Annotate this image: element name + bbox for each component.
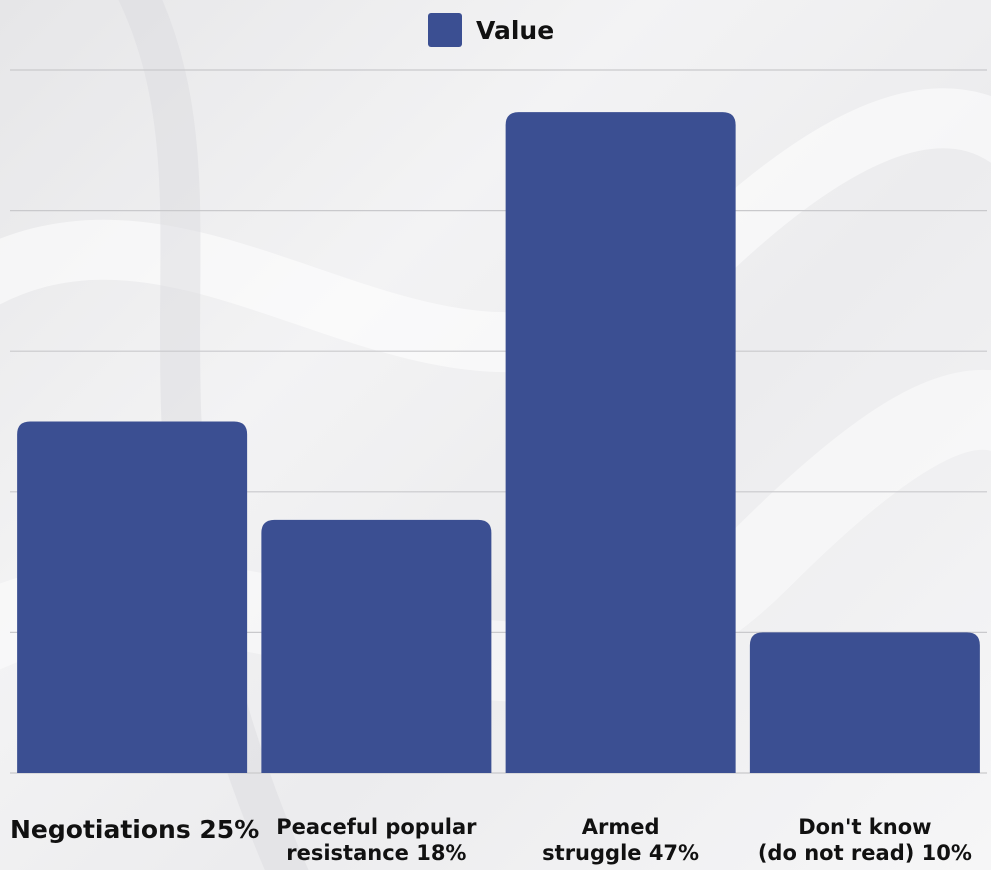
x-tick-label-peaceful-resistance: Peaceful popular resistance 18% [254,814,498,867]
x-tick-label-dont-know: Don't know (do not read) 10% [743,814,987,867]
chart-legend: Value [428,12,554,48]
x-tick-label-line: Don't know [798,815,932,839]
bar-dont-know [749,632,980,773]
x-tick-label-armed-struggle: Armed struggle 47% [499,814,743,867]
bar-peaceful-resistance [261,519,492,773]
x-tick-label-negotiations: Negotiations 25% [10,814,260,845]
x-tick-label-line: Peaceful popular [276,815,477,839]
legend-swatch [428,13,462,47]
x-tick-label-line: Armed [581,815,660,839]
bar-armed-struggle [505,112,736,774]
x-tick-label-line: struggle 47% [542,841,700,866]
x-tick-label-line: Negotiations 25% [10,815,260,844]
x-tick-label-line: (do not read) 10% [757,841,972,866]
bar-negotiations [17,421,248,773]
x-tick-label-line: resistance 18% [286,841,467,866]
legend-label: Value [476,15,555,45]
